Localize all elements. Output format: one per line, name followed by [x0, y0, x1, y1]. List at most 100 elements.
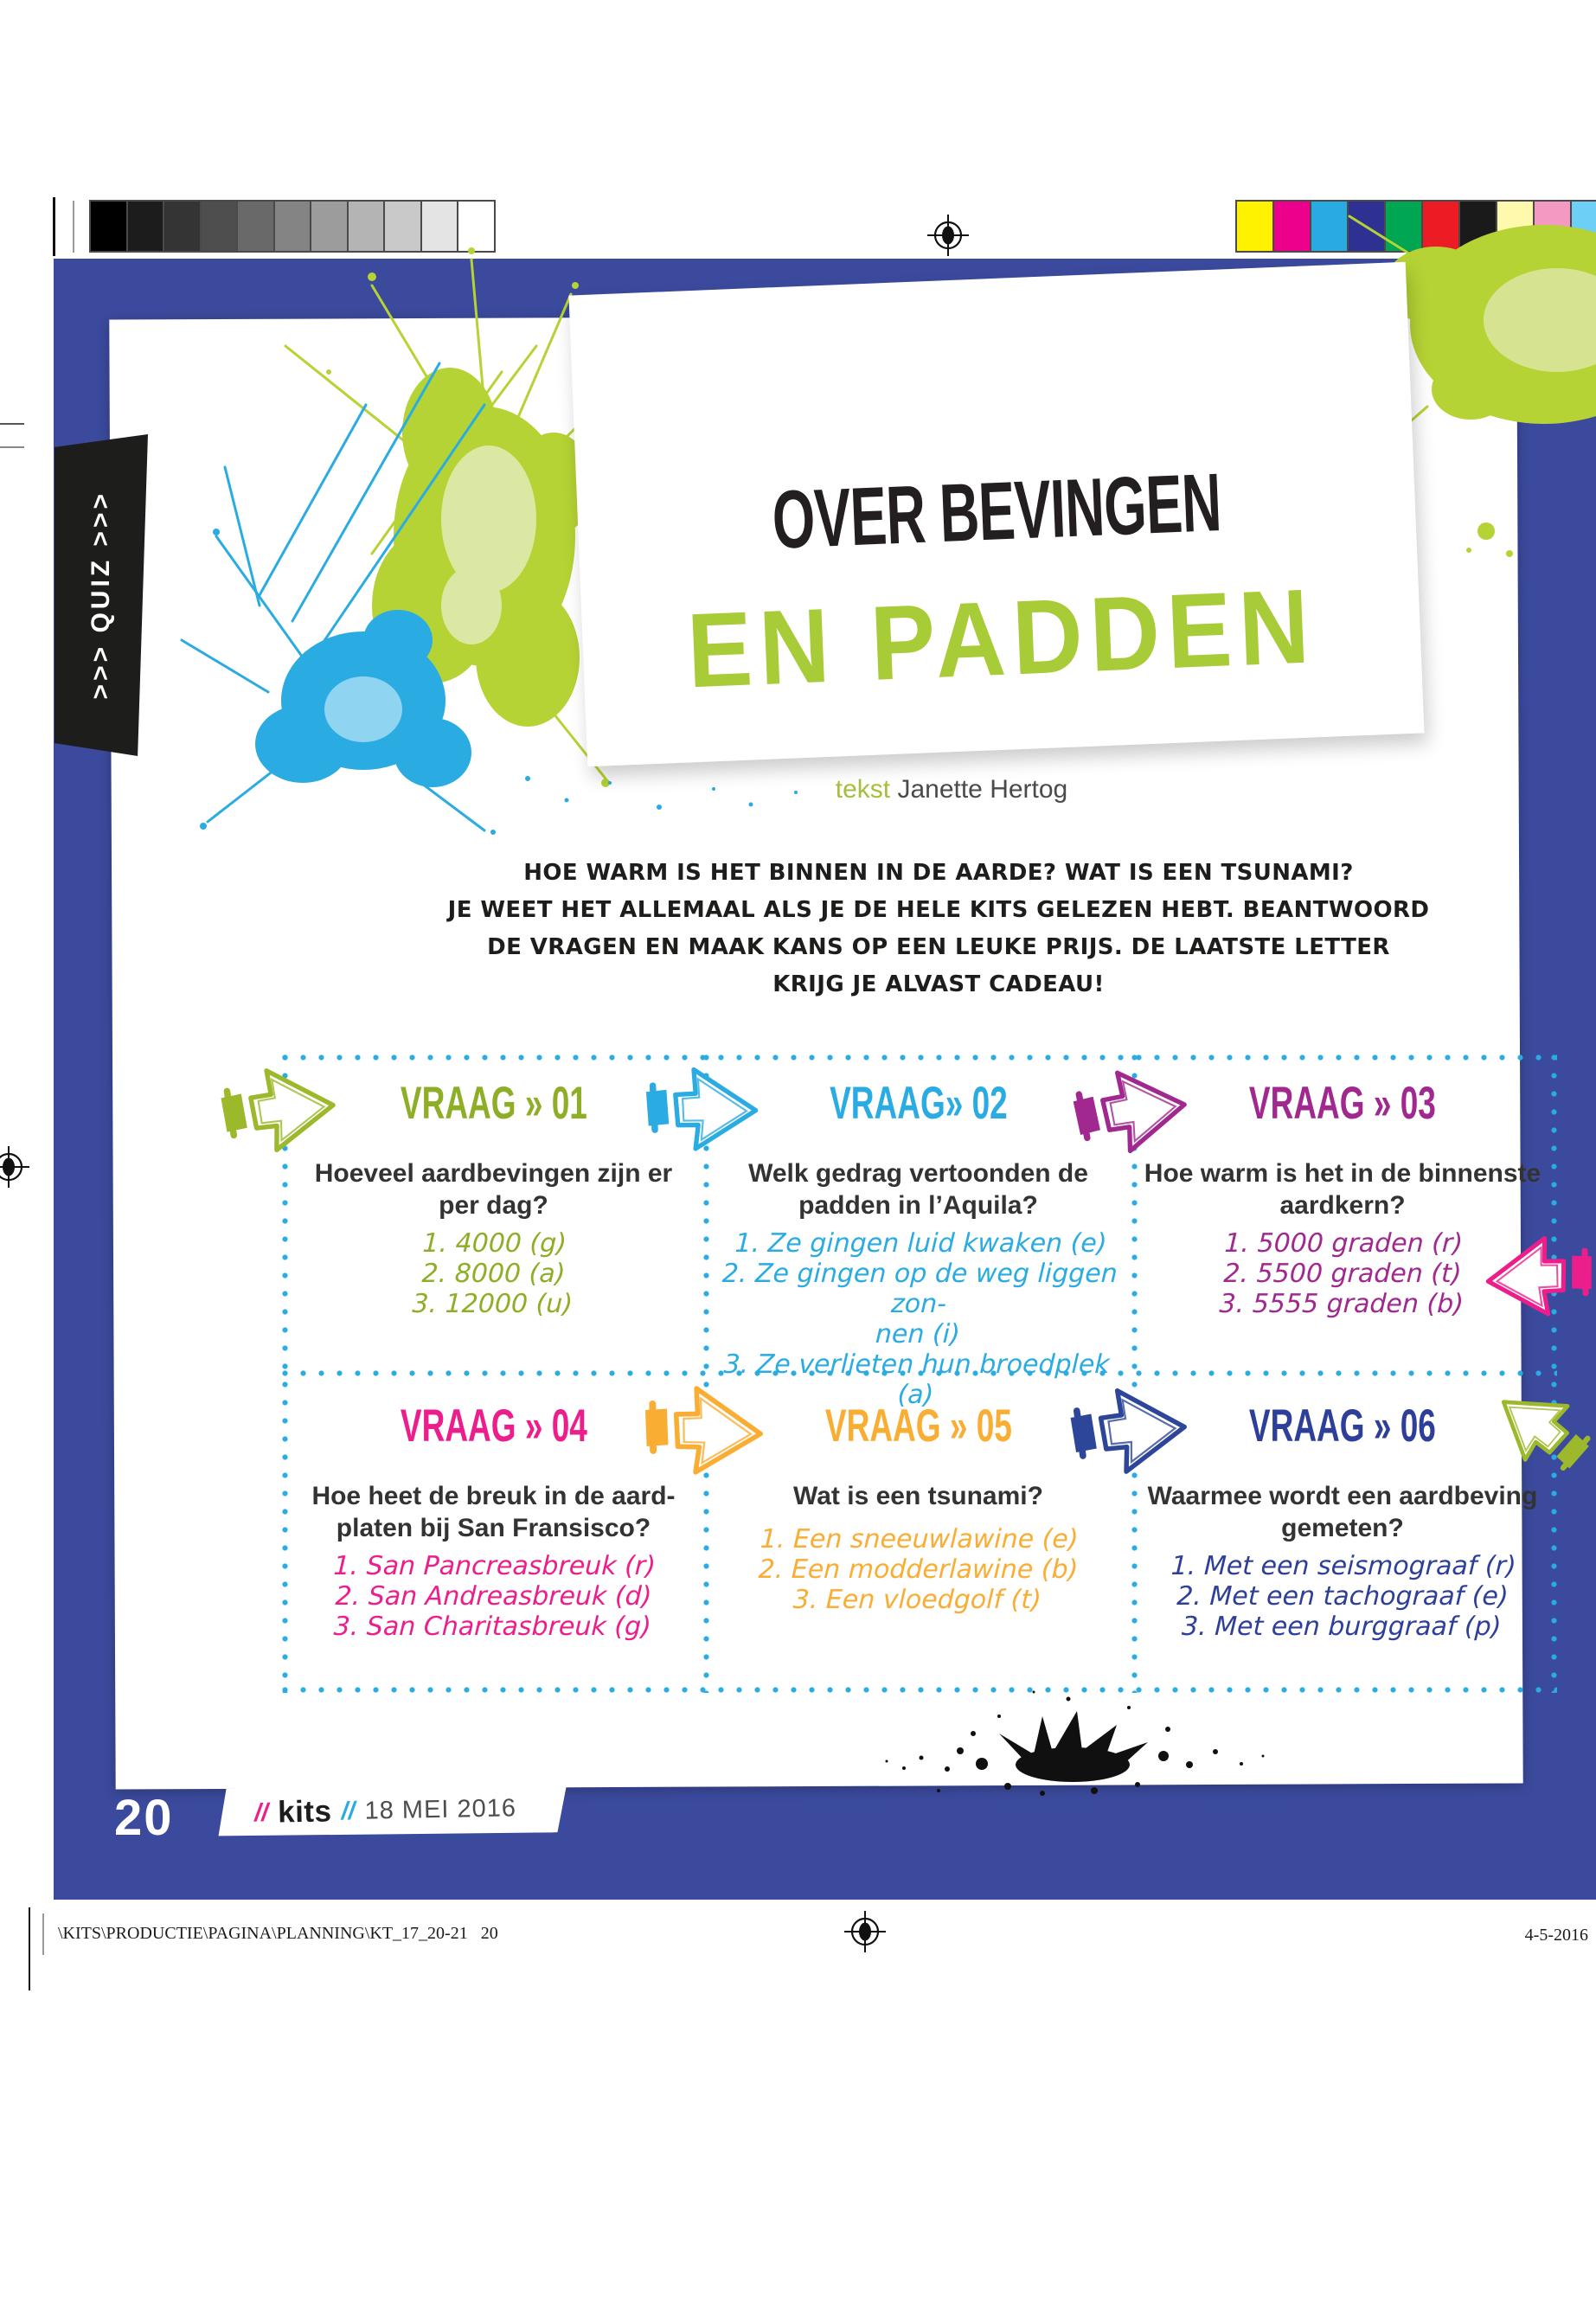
text-line: 2. Een modderlawine (b) — [758, 1554, 1079, 1585]
calibration-swatch — [1386, 202, 1421, 251]
text-line: per dag? — [439, 1191, 548, 1220]
text-line: Hoe heet de breuk in de aard- — [311, 1482, 676, 1510]
text-line: 2. 8000 (a) — [420, 1259, 567, 1289]
registration-mark-icon — [844, 1911, 886, 1952]
question-5-answers: 1. Een sneeuwlawine (e) 2. Een modderlawi… — [705, 1524, 1131, 1615]
ink-splatter-decor — [885, 1690, 1265, 1796]
text-line: 3. Een vloedgolf (t) — [792, 1585, 1042, 1615]
text-line: platen bij San Fransisco? — [336, 1514, 651, 1542]
text-line: Waarmee wordt een aardbeving — [1147, 1482, 1538, 1510]
banner-slash-right: // — [341, 1797, 356, 1825]
calibration-swatch — [164, 202, 200, 251]
question-4-answers: 1. San Pancreasbreuk (r) 2. San Andreasbr… — [284, 1551, 703, 1642]
calibration-swatch — [1572, 202, 1596, 251]
sketch-arrow-icon — [1478, 1222, 1596, 1330]
text-line: Welk gedrag vertoonden de — [748, 1159, 1088, 1188]
calibration-swatch — [238, 202, 273, 251]
calibration-swatch — [348, 202, 384, 251]
text-line: JE WEET HET ALLEMAAL ALS JE DE HELE KITS… — [447, 897, 1430, 923]
dotted-border — [703, 1054, 709, 1693]
text-line: 3. Met een burggraaf (p) — [1181, 1612, 1503, 1642]
crop-mark — [53, 197, 55, 256]
quiz-card-1: VRAAG » 01 Hoeveel aardbevingen zijn er p… — [285, 1061, 702, 1319]
calibration-swatch — [1237, 202, 1272, 251]
quiz-side-tab: >>> QUIZ >>> — [54, 434, 148, 756]
text-line: gemeten? — [1281, 1514, 1404, 1542]
text-line: Wat is een tsunami? — [793, 1482, 1043, 1510]
question-1-answers: 1. 4000 (g) 2. 8000 (a) 3. 12000 (u) — [284, 1228, 703, 1319]
registration-mark-icon — [927, 215, 969, 256]
text-line: DE VRAGEN EN MAAK KANS OP EEN LEUKE PRIJ… — [487, 934, 1390, 960]
quiz-card-4: VRAAG » 04 Hoe heet de breuk in de aard-… — [285, 1376, 702, 1642]
grayscale-calibration-bar — [89, 200, 496, 253]
question-1-header: VRAAG » 01 — [400, 1077, 587, 1129]
page-number: 20 — [114, 1790, 174, 1846]
print-date: 4-5-2016 — [1524, 1926, 1588, 1945]
crop-mark — [0, 446, 24, 448]
question-5-text: Wat is een tsunami? — [707, 1480, 1130, 1512]
page-title-line1: OVER BEVINGEN — [770, 455, 1223, 567]
crop-mark — [0, 423, 24, 425]
issue-date: 18 MEI 2016 — [364, 1793, 517, 1825]
calibration-swatch — [421, 202, 458, 251]
calibration-swatch — [91, 202, 126, 251]
question-2-header: VRAAG» 02 — [829, 1077, 1008, 1129]
quiz-card-5: VRAAG » 05 Wat is een tsunami? 1. Een sn… — [707, 1376, 1130, 1615]
text-line: KRIJG JE ALVAST CADEAU! — [772, 971, 1105, 997]
question-5-header: VRAAG » 05 — [824, 1400, 1012, 1452]
question-3-text: Hoe warm is het in de binnenste aardkern? — [1135, 1157, 1550, 1221]
quiz-card-6: VRAAG » 06 Waarmee wordt een aardbeving g… — [1135, 1376, 1550, 1642]
sketch-arrow-icon — [1066, 1054, 1195, 1168]
text-line: 1. Ze gingen luid kwaken (e) — [734, 1228, 1108, 1259]
calibration-swatch — [385, 202, 420, 251]
dotted-border — [282, 1370, 1557, 1376]
dotted-border — [282, 1054, 288, 1693]
text-line: 1. San Pancreasbreuk (r) — [332, 1551, 657, 1581]
calibration-swatch — [1497, 202, 1533, 251]
byline-label: tekst — [835, 775, 891, 804]
production-file-path: \KITS\PRODUCTIE\PAGINA\PLANNING\KT_17_20… — [58, 1924, 498, 1943]
crop-mark — [73, 201, 74, 253]
dotted-border — [282, 1687, 1557, 1693]
brand-logo: kits — [277, 1794, 332, 1830]
text-line: 1. Met een seismograaf (r) — [1170, 1551, 1517, 1581]
title-card: OVER BEVINGEN EN PADDEN — [568, 261, 1425, 767]
sketch-arrow-icon — [640, 1057, 763, 1163]
sketch-arrow-icon — [215, 1054, 343, 1164]
dotted-border — [282, 1054, 1557, 1061]
question-3-header: VRAAG » 03 — [1249, 1077, 1436, 1129]
quiz-grid: VRAAG » 01 Hoeveel aardbevingen zijn er p… — [282, 1054, 1557, 1693]
text-line: 1. Een sneeuwlawine (e) — [760, 1524, 1080, 1554]
text-line: Hoe warm is het in de binnenste — [1144, 1159, 1542, 1188]
quiz-card-2: VRAAG» 02 Welk gedrag vertoonden de padde… — [707, 1061, 1130, 1410]
banner-slash-left: // — [253, 1798, 269, 1827]
question-2-text: Welk gedrag vertoonden de padden in l’Aqu… — [707, 1157, 1130, 1221]
crop-mark — [29, 1907, 30, 1990]
sketch-arrow-icon — [637, 1373, 770, 1489]
calibration-swatch — [127, 202, 163, 251]
color-calibration-bar — [1235, 200, 1596, 253]
question-6-header: VRAAG » 06 — [1249, 1400, 1436, 1452]
quiz-card-3: VRAAG » 03 Hoe warm is het in de binnens… — [1135, 1061, 1550, 1319]
sketch-arrow-icon — [1065, 1375, 1193, 1485]
calibration-swatch — [1423, 202, 1458, 251]
text-line: padden in l’Aquila? — [798, 1191, 1038, 1220]
question-6-answers: 1. Met een seismograaf (r) 2. Met een tac… — [1133, 1551, 1552, 1642]
question-1-text: Hoeveel aardbevingen zijn er per dag? — [285, 1157, 702, 1221]
calibration-swatch — [201, 202, 237, 251]
text-line: 2. Met een tachograaf (e) — [1176, 1581, 1509, 1612]
byline: tekst Janette Hertog — [744, 775, 1159, 804]
text-line: nen (i) — [875, 1319, 961, 1349]
dotted-border — [1551, 1054, 1557, 1693]
dotted-border — [1131, 1054, 1138, 1693]
text-line: aardkern? — [1279, 1191, 1406, 1220]
text-line: 3. San Charitasbreuk (g) — [333, 1612, 652, 1642]
calibration-swatch — [1535, 202, 1570, 251]
registration-mark-icon — [0, 1146, 29, 1188]
calibration-swatch — [1274, 202, 1310, 251]
question-4-header: VRAAG » 04 — [400, 1400, 587, 1452]
question-4-text: Hoe heet de breuk in de aard-platen bij … — [285, 1480, 702, 1544]
page-title-line2: EN PADDEN — [684, 567, 1318, 710]
footer-banner: // kits // 18 MEI 2016 — [217, 1782, 567, 1839]
